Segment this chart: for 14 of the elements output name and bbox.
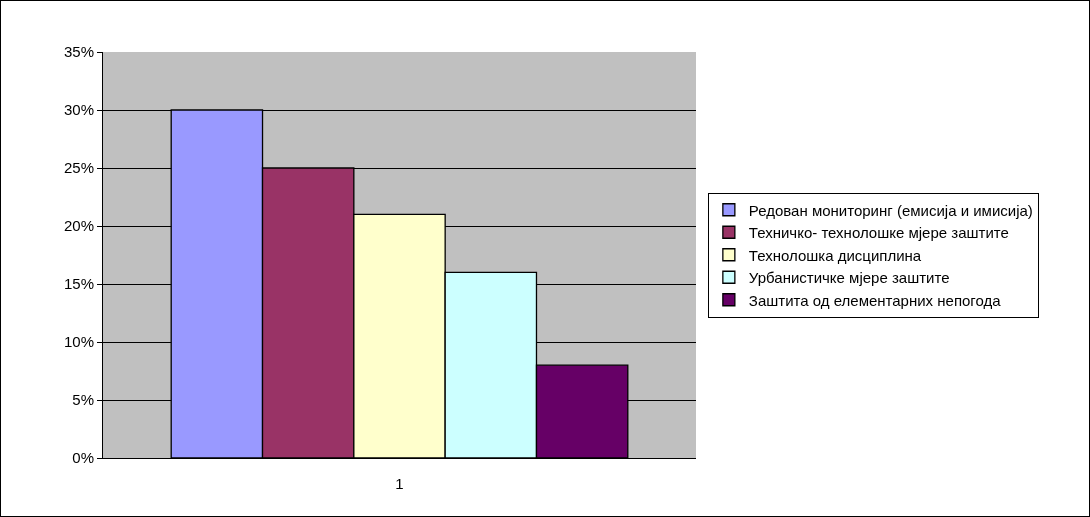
y-tick-label: 25%: [63, 159, 94, 177]
legend-label: Урбанистичке мјере заштите: [748, 269, 950, 287]
legend-label: Техничко- технолошке мјере заштите: [748, 224, 1009, 242]
y-tick-label: 0%: [72, 449, 94, 467]
y-tick-label: 20%: [63, 217, 94, 235]
legend-label: Технолошка дисциплина: [748, 246, 922, 264]
y-tick-label: 15%: [63, 275, 94, 293]
legend-label: Заштита од елементарних непогода: [748, 291, 1002, 309]
y-tick-label: 35%: [63, 43, 94, 61]
y-tick-label: 5%: [72, 391, 94, 409]
legend-label: Редован мониторинг (емисија и имисија): [748, 201, 1033, 219]
x-tick-label: 1: [395, 475, 404, 492]
y-tick-label: 30%: [63, 101, 94, 119]
y-tick-label: 10%: [63, 333, 94, 351]
